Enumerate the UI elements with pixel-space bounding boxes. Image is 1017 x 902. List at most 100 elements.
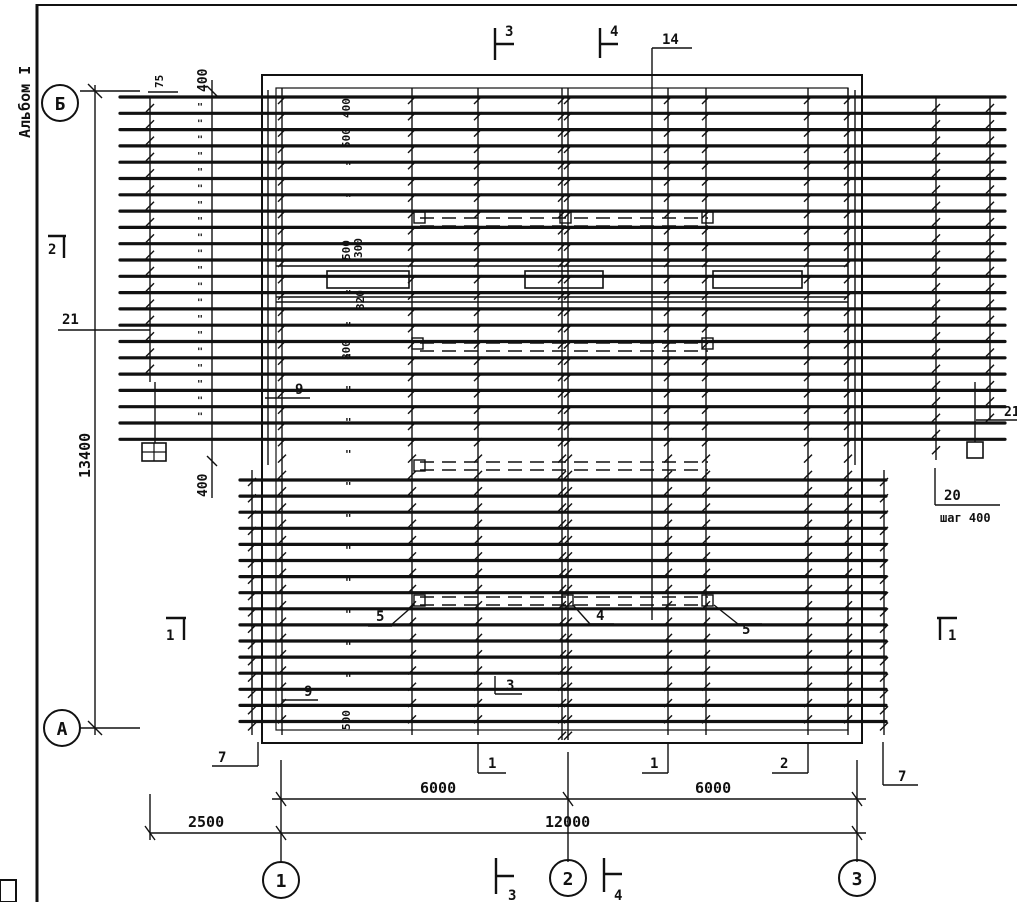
- bar-tick: [663, 714, 673, 724]
- bar-tick: [843, 144, 853, 154]
- bar-tick: [407, 193, 417, 203]
- svg-text:3: 3: [852, 869, 863, 890]
- bar-tick: [701, 242, 711, 252]
- svg-text:500: 500: [340, 128, 353, 148]
- bar-tick: [803, 666, 813, 675]
- bar-tick: [247, 510, 257, 520]
- bar-tick: [277, 307, 287, 317]
- bar-tick: [701, 405, 711, 415]
- bar-tick: [843, 160, 853, 170]
- bar-tick: [663, 291, 673, 301]
- bar-tick: [277, 617, 287, 627]
- bar-tick: [985, 266, 995, 276]
- bar-tick: [407, 454, 417, 464]
- bar-tick: [701, 568, 711, 578]
- bar-tick: [985, 233, 995, 243]
- bar-tick: [985, 152, 995, 162]
- bar-tick: [563, 731, 573, 741]
- bar-tick: [473, 535, 483, 545]
- bar-tick: [277, 193, 287, 203]
- bar-tick: [701, 486, 711, 496]
- bar-tick: [803, 470, 813, 480]
- bar-tick: [557, 160, 567, 170]
- svg-text:4: 4: [596, 608, 604, 624]
- bar-tick: [701, 160, 711, 170]
- bar-tick: [563, 242, 573, 252]
- bar-tick: [473, 225, 483, 235]
- svg-text:500: 500: [340, 240, 353, 260]
- bar-tick: [803, 307, 813, 317]
- bar-tick: [557, 731, 567, 741]
- bar-tick: [277, 111, 287, 121]
- bar-tick: [277, 258, 287, 268]
- svg-text:500: 500: [340, 710, 353, 730]
- dim-span-right: 6000: [695, 779, 731, 797]
- ditto-mark: ": [197, 363, 203, 374]
- bar-tick: [277, 95, 287, 105]
- bar-tick: [843, 617, 853, 627]
- bar-tick: [473, 388, 483, 398]
- bar-tick: [145, 185, 155, 194]
- bar-tick: [663, 698, 673, 708]
- ditto-mark: ": [345, 160, 352, 173]
- bar-tick: [701, 144, 711, 154]
- bar-tick: [247, 477, 257, 487]
- ditto-mark: ": [345, 480, 352, 493]
- hanger-boxes: [141, 382, 984, 462]
- bar-tick: [473, 584, 483, 594]
- bar-tick: [407, 388, 417, 398]
- bar-tick: [277, 682, 287, 692]
- bar-tick: [407, 225, 417, 235]
- bar-tick: [843, 340, 853, 349]
- bar-tick: [931, 250, 941, 260]
- bar-tick: [879, 624, 889, 634]
- bar-tick: [247, 673, 257, 683]
- ditto-mark: ": [345, 416, 352, 429]
- svg-text:800: 800: [340, 340, 353, 360]
- bar-tick: [931, 315, 941, 325]
- bar-tick: [843, 470, 853, 480]
- bar-tick: [277, 144, 287, 154]
- bar-tick: [803, 274, 813, 284]
- ditto-mark: ": [197, 200, 203, 211]
- bar-tick: [557, 323, 567, 333]
- svg-text:2: 2: [48, 242, 56, 258]
- bar-tick: [663, 405, 673, 415]
- bar-tick: [473, 519, 483, 529]
- bar-tick: [563, 405, 573, 415]
- ditto-mark: ": [197, 281, 203, 292]
- bar-tick: [407, 242, 417, 252]
- bar-tick: [803, 617, 813, 627]
- svg-text:2: 2: [780, 756, 788, 772]
- bar-tick: [803, 405, 813, 415]
- bar-tick: [557, 274, 567, 284]
- bar-tick: [701, 437, 711, 447]
- bar-tick: [473, 307, 483, 317]
- bar-tick: [563, 274, 573, 284]
- ditto-mark: ": [197, 167, 203, 178]
- ditto-mark: ": [345, 544, 352, 557]
- bar-tick: [879, 705, 889, 715]
- ditto-mark: ": [345, 384, 352, 397]
- bar-tick: [701, 584, 711, 594]
- bar-tick: [843, 503, 853, 512]
- svg-text:21: 21: [62, 312, 79, 328]
- bar-tick: [277, 551, 287, 561]
- bar-tick: [803, 144, 813, 154]
- bar-tick: [701, 372, 711, 382]
- bar-tick: [701, 388, 711, 398]
- bar-tick: [557, 291, 567, 301]
- bar-tick: [473, 356, 483, 366]
- bar-tick: [803, 388, 813, 398]
- bar-tick: [563, 600, 573, 610]
- bar-tick: [145, 119, 155, 129]
- bar-tick: [663, 307, 673, 317]
- bar-tick: [407, 111, 417, 121]
- distribution-bars: [145, 88, 995, 741]
- bar-tick: [277, 519, 287, 529]
- ditto-mark: ": [197, 135, 203, 146]
- bar-tick: [563, 714, 573, 724]
- bar-tick: [563, 356, 573, 366]
- bar-tick: [663, 535, 673, 545]
